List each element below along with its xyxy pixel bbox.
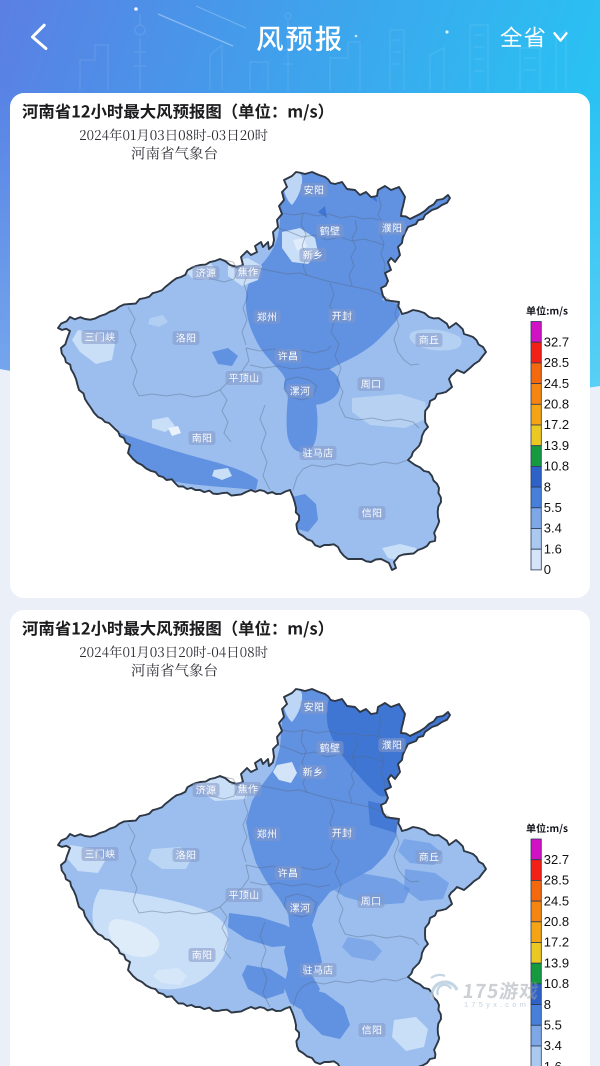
- svg-text:13.9: 13.9: [544, 438, 569, 453]
- svg-text:8: 8: [544, 997, 551, 1012]
- svg-text:175yx.com: 175yx.com: [464, 1000, 529, 1009]
- svg-text:5.5: 5.5: [544, 1018, 562, 1033]
- svg-text:10.8: 10.8: [544, 459, 569, 474]
- svg-text:28.5: 28.5: [544, 355, 569, 370]
- svg-text:3.4: 3.4: [544, 1038, 562, 1053]
- svg-text:24.5: 24.5: [544, 893, 569, 908]
- svg-text:0: 0: [544, 562, 551, 577]
- svg-text:17.2: 17.2: [544, 935, 569, 950]
- svg-text:10.8: 10.8: [544, 976, 569, 991]
- svg-text:28.5: 28.5: [544, 873, 569, 888]
- svg-text:5.5: 5.5: [544, 500, 562, 515]
- svg-text:3.4: 3.4: [544, 521, 562, 536]
- svg-text:20.8: 20.8: [544, 914, 569, 929]
- svg-text:32.7: 32.7: [544, 334, 569, 349]
- svg-text:1.6: 1.6: [544, 1059, 562, 1066]
- svg-text:32.7: 32.7: [544, 852, 569, 867]
- svg-text:8: 8: [544, 479, 551, 494]
- svg-text:20.8: 20.8: [544, 397, 569, 412]
- svg-text:1.6: 1.6: [544, 541, 562, 556]
- svg-text:17.2: 17.2: [544, 417, 569, 432]
- svg-text:13.9: 13.9: [544, 955, 569, 970]
- svg-text:24.5: 24.5: [544, 376, 569, 391]
